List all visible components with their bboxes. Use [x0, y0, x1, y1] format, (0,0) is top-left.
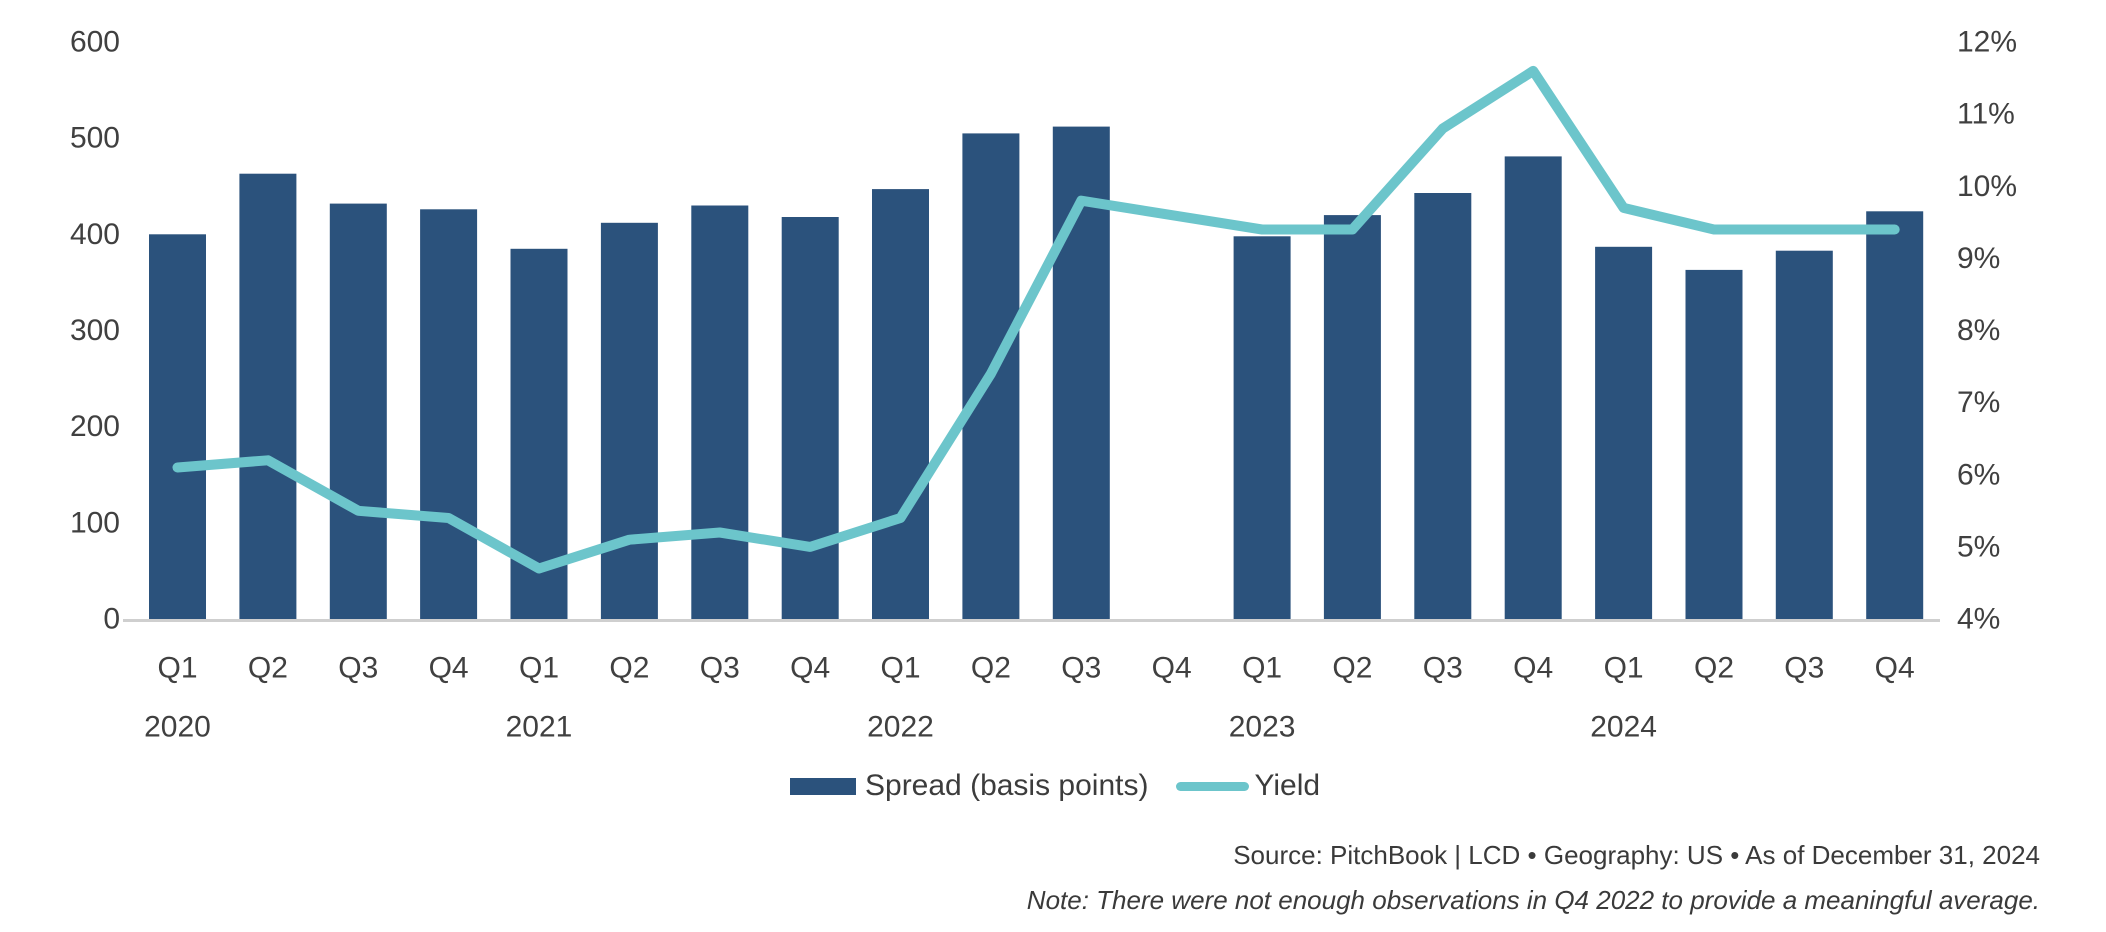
quarter-label: Q2 — [1694, 652, 1734, 685]
bar-2021-Q4 — [781, 217, 839, 619]
quarter-label: Q4 — [790, 652, 830, 685]
bar-2021-Q2 — [600, 222, 658, 620]
right-axis-tick: 4% — [1957, 603, 2000, 636]
quarter-label: Q3 — [1423, 652, 1463, 685]
quarter-label: Q2 — [609, 652, 649, 685]
quarter-label: Q1 — [157, 652, 197, 685]
bar-2020-Q3 — [329, 203, 387, 619]
legend-spread-label: Spread (basis points) — [865, 769, 1149, 802]
bar-2020-Q4 — [420, 209, 478, 620]
legend: Spread (basis points) Yield — [790, 768, 1320, 804]
quarter-label: Q2 — [1332, 652, 1372, 685]
bar-2020-Q2 — [239, 173, 297, 619]
right-axis-tick: 11% — [1957, 98, 2015, 131]
quarter-label: Q4 — [1513, 652, 1553, 685]
bar-2020-Q1 — [149, 234, 206, 620]
quarter-label: Q1 — [1242, 652, 1282, 685]
year-label: 2022 — [867, 711, 934, 744]
quarter-label: Q1 — [1604, 652, 1644, 685]
right-axis-tick: 7% — [1957, 386, 2000, 419]
left-axis-tick: 300 — [70, 314, 120, 347]
year-label: 2021 — [506, 711, 573, 744]
bar-2024-Q2 — [1685, 269, 1743, 619]
quarter-label: Q3 — [338, 652, 378, 685]
year-label: 2023 — [1229, 711, 1296, 744]
bar-2023-Q3 — [1414, 193, 1472, 619]
source-line: Source: PitchBook | LCD • Geography: US … — [1233, 840, 2040, 870]
right-axis-tick: 9% — [1957, 242, 2000, 275]
right-axis-tick: 12% — [1957, 26, 2017, 59]
note-line: Note: There were not enough observations… — [1026, 885, 2040, 915]
bar-2024-Q4 — [1866, 211, 1924, 620]
bar-2021-Q3 — [691, 205, 749, 619]
right-axis-tick: 10% — [1957, 170, 2017, 203]
right-axis-tick: 5% — [1957, 530, 2000, 563]
quarter-label: Q3 — [700, 652, 740, 685]
bar-2024-Q3 — [1775, 250, 1833, 619]
bar-2022-Q1 — [872, 189, 929, 619]
quarter-label: Q3 — [1784, 652, 1824, 685]
quarter-label: Q2 — [971, 652, 1011, 685]
left-axis-tick: 200 — [70, 410, 120, 443]
quarter-label: Q4 — [429, 652, 469, 685]
bar-2024-Q1 — [1595, 246, 1653, 620]
left-axis-tick: 0 — [103, 603, 120, 636]
left-axis-tick: 400 — [70, 218, 120, 251]
quarter-label: Q1 — [880, 652, 920, 685]
bar-2023-Q4 — [1504, 156, 1562, 619]
footer: Source: PitchBook | LCD • Geography: US … — [1027, 833, 2040, 923]
year-label: 2024 — [1590, 711, 1657, 744]
quarter-label: Q3 — [1061, 652, 1101, 685]
left-axis-tick: 100 — [70, 506, 120, 539]
quarter-label: Q2 — [248, 652, 288, 685]
legend-yield-label: Yield — [1254, 769, 1321, 802]
bar-2023-Q1 — [1233, 236, 1291, 620]
quarter-label: Q1 — [519, 652, 559, 685]
right-axis-tick: 8% — [1957, 314, 2000, 347]
left-axis-tick: 500 — [70, 122, 120, 155]
left-axis-tick: 600 — [70, 26, 120, 59]
legend-yield-swatch — [1176, 781, 1250, 791]
right-axis-tick: 6% — [1957, 458, 2000, 491]
quarter-label: Q4 — [1875, 652, 1915, 685]
legend-spread-swatch — [790, 777, 856, 795]
yield-line — [172, 65, 1900, 574]
quarter-label: Q4 — [1152, 652, 1192, 685]
bar-2023-Q2 — [1323, 215, 1381, 619]
year-label: 2020 — [144, 711, 211, 744]
